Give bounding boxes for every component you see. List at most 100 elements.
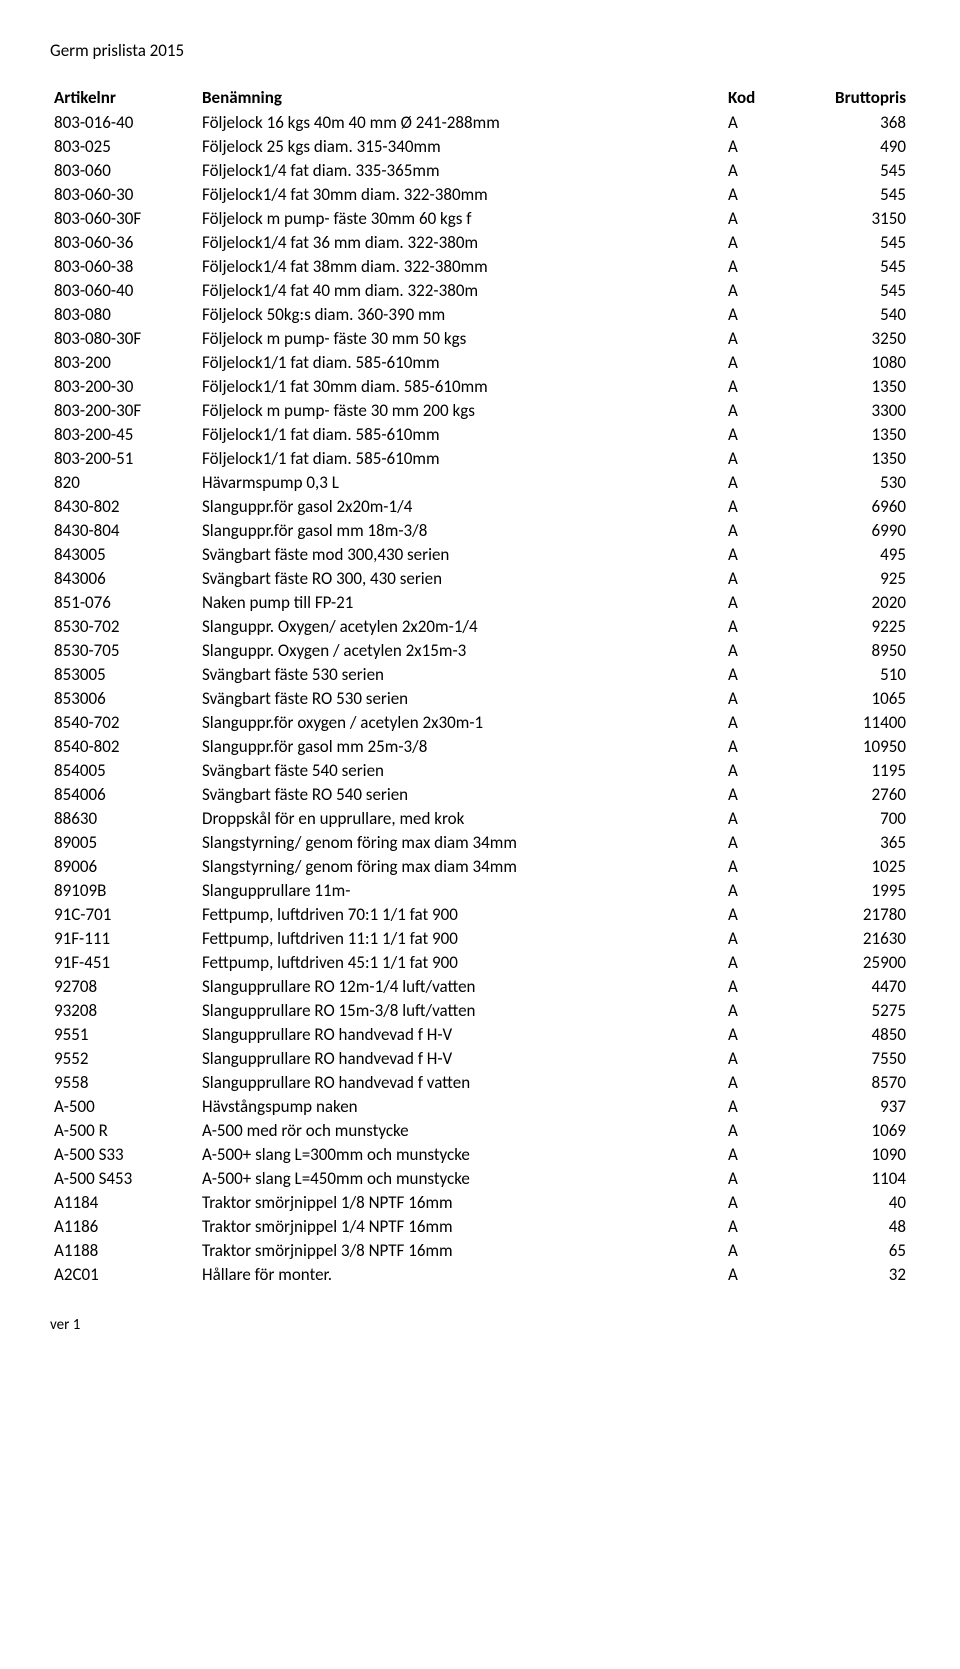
table-row: 803-060-36Följelock1/4 fat 36 mm diam. 3… xyxy=(50,230,910,254)
cell-kod: A xyxy=(724,422,792,446)
cell-bruttopris: 530 xyxy=(792,470,910,494)
cell-kod: A xyxy=(724,446,792,470)
table-row: 843006Svängbart fäste RO 300, 430 serien… xyxy=(50,566,910,590)
table-row: 89005Slangstyrning/ genom föring max dia… xyxy=(50,830,910,854)
cell-kod: A xyxy=(724,494,792,518)
column-header-artikelnr: Artikelnr xyxy=(50,85,198,110)
table-row: 8430-802Slanguppr.för gasol 2x20m-1/4A69… xyxy=(50,494,910,518)
cell-benamning: Slanguppr. Oxygen / acetylen 2x15m-3 xyxy=(198,638,724,662)
table-row: 8530-702Slanguppr. Oxygen/ acetylen 2x20… xyxy=(50,614,910,638)
column-header-kod: Kod xyxy=(724,85,792,110)
cell-benamning: Följelock1/1 fat diam. 585-610mm xyxy=(198,422,724,446)
table-row: 803-060-30FFöljelock m pump- fäste 30mm … xyxy=(50,206,910,230)
cell-benamning: Svängbart fäste 540 serien xyxy=(198,758,724,782)
cell-benamning: Slangupprullare 11m- xyxy=(198,878,724,902)
cell-bruttopris: 1995 xyxy=(792,878,910,902)
cell-kod: A xyxy=(724,1142,792,1166)
cell-artikelnr: 843006 xyxy=(50,566,198,590)
cell-kod: A xyxy=(724,206,792,230)
cell-artikelnr: A1184 xyxy=(50,1190,198,1214)
cell-benamning: Slangupprullare RO 12m-1/4 luft/vatten xyxy=(198,974,724,998)
cell-artikelnr: 92708 xyxy=(50,974,198,998)
cell-benamning: Traktor smörjnippel 1/4 NPTF 16mm xyxy=(198,1214,724,1238)
table-row: 92708Slangupprullare RO 12m-1/4 luft/vat… xyxy=(50,974,910,998)
cell-artikelnr: 820 xyxy=(50,470,198,494)
cell-artikelnr: A1188 xyxy=(50,1238,198,1262)
table-body: 803-016-40Följelock 16 kgs 40m 40 mm Ø 2… xyxy=(50,110,910,1286)
table-row: 8540-702Slanguppr.för oxygen / acetylen … xyxy=(50,710,910,734)
cell-artikelnr: 89005 xyxy=(50,830,198,854)
cell-benamning: Slangupprullare RO 15m-3/8 luft/vatten xyxy=(198,998,724,1022)
table-row: 803-060-30Följelock1/4 fat 30mm diam. 32… xyxy=(50,182,910,206)
cell-benamning: Fettpump, luftdriven 70:1 1/1 fat 900 xyxy=(198,902,724,926)
cell-benamning: Följelock1/1 fat diam. 585-610mm xyxy=(198,446,724,470)
cell-bruttopris: 5275 xyxy=(792,998,910,1022)
table-row: 820Hävarmspump 0,3 LA530 xyxy=(50,470,910,494)
cell-kod: A xyxy=(724,998,792,1022)
cell-kod: A xyxy=(724,302,792,326)
cell-bruttopris: 368 xyxy=(792,110,910,134)
cell-kod: A xyxy=(724,254,792,278)
table-row: 91C-701Fettpump, luftdriven 70:1 1/1 fat… xyxy=(50,902,910,926)
cell-benamning: Slangstyrning/ genom föring max diam 34m… xyxy=(198,854,724,878)
table-row: 91F-451Fettpump, luftdriven 45:1 1/1 fat… xyxy=(50,950,910,974)
cell-benamning: Slangupprullare RO handvevad f vatten xyxy=(198,1070,724,1094)
cell-artikelnr: A-500 S453 xyxy=(50,1166,198,1190)
table-row: 803-080Följelock 50kg:s diam. 360-390 mm… xyxy=(50,302,910,326)
cell-kod: A xyxy=(724,974,792,998)
cell-artikelnr: 853006 xyxy=(50,686,198,710)
table-row: 9551Slangupprullare RO handvevad f H-VA4… xyxy=(50,1022,910,1046)
cell-benamning: Svängbart fäste RO 530 serien xyxy=(198,686,724,710)
cell-benamning: A-500 med rör och munstycke xyxy=(198,1118,724,1142)
cell-bruttopris: 8950 xyxy=(792,638,910,662)
cell-benamning: Slangupprullare RO handvevad f H-V xyxy=(198,1022,724,1046)
table-row: 843005Svängbart fäste mod 300,430 serien… xyxy=(50,542,910,566)
cell-bruttopris: 32 xyxy=(792,1262,910,1286)
cell-kod: A xyxy=(724,806,792,830)
cell-kod: A xyxy=(724,638,792,662)
cell-bruttopris: 3250 xyxy=(792,326,910,350)
cell-bruttopris: 545 xyxy=(792,182,910,206)
cell-artikelnr: 89109B xyxy=(50,878,198,902)
cell-kod: A xyxy=(724,326,792,350)
table-row: 91F-111Fettpump, luftdriven 11:1 1/1 fat… xyxy=(50,926,910,950)
cell-benamning: A-500+ slang L=450mm och munstycke xyxy=(198,1166,724,1190)
table-row: 8530-705Slanguppr. Oxygen / acetylen 2x1… xyxy=(50,638,910,662)
cell-artikelnr: A-500 R xyxy=(50,1118,198,1142)
cell-bruttopris: 65 xyxy=(792,1238,910,1262)
cell-artikelnr: 91C-701 xyxy=(50,902,198,926)
cell-kod: A xyxy=(724,734,792,758)
cell-benamning: Naken pump till FP-21 xyxy=(198,590,724,614)
cell-benamning: Följelock1/4 fat 36 mm diam. 322-380m xyxy=(198,230,724,254)
cell-bruttopris: 11400 xyxy=(792,710,910,734)
cell-artikelnr: 803-060-38 xyxy=(50,254,198,278)
cell-bruttopris: 21630 xyxy=(792,926,910,950)
cell-artikelnr: 91F-451 xyxy=(50,950,198,974)
cell-artikelnr: 803-080 xyxy=(50,302,198,326)
cell-benamning: Slanguppr. Oxygen/ acetylen 2x20m-1/4 xyxy=(198,614,724,638)
table-row: 803-200-45Följelock1/1 fat diam. 585-610… xyxy=(50,422,910,446)
table-row: 89006Slangstyrning/ genom föring max dia… xyxy=(50,854,910,878)
cell-artikelnr: 854006 xyxy=(50,782,198,806)
cell-bruttopris: 545 xyxy=(792,254,910,278)
table-row: 9552Slangupprullare RO handvevad f H-VA7… xyxy=(50,1046,910,1070)
cell-kod: A xyxy=(724,686,792,710)
cell-artikelnr: 803-060-36 xyxy=(50,230,198,254)
cell-bruttopris: 510 xyxy=(792,662,910,686)
cell-artikelnr: 851-076 xyxy=(50,590,198,614)
cell-kod: A xyxy=(724,182,792,206)
cell-kod: A xyxy=(724,542,792,566)
cell-kod: A xyxy=(724,1118,792,1142)
cell-benamning: Svängbart fäste RO 540 serien xyxy=(198,782,724,806)
cell-benamning: Följelock 50kg:s diam. 360-390 mm xyxy=(198,302,724,326)
cell-kod: A xyxy=(724,614,792,638)
table-header-row: Artikelnr Benämning Kod Bruttopris xyxy=(50,85,910,110)
cell-artikelnr: 803-016-40 xyxy=(50,110,198,134)
cell-benamning: Fettpump, luftdriven 45:1 1/1 fat 900 xyxy=(198,950,724,974)
cell-bruttopris: 1350 xyxy=(792,446,910,470)
cell-benamning: Svängbart fäste 530 serien xyxy=(198,662,724,686)
cell-bruttopris: 6990 xyxy=(792,518,910,542)
table-row: 803-025Följelock 25 kgs diam. 315-340mmA… xyxy=(50,134,910,158)
table-row: A-500 RA-500 med rör och munstyckeA1069 xyxy=(50,1118,910,1142)
cell-kod: A xyxy=(724,350,792,374)
